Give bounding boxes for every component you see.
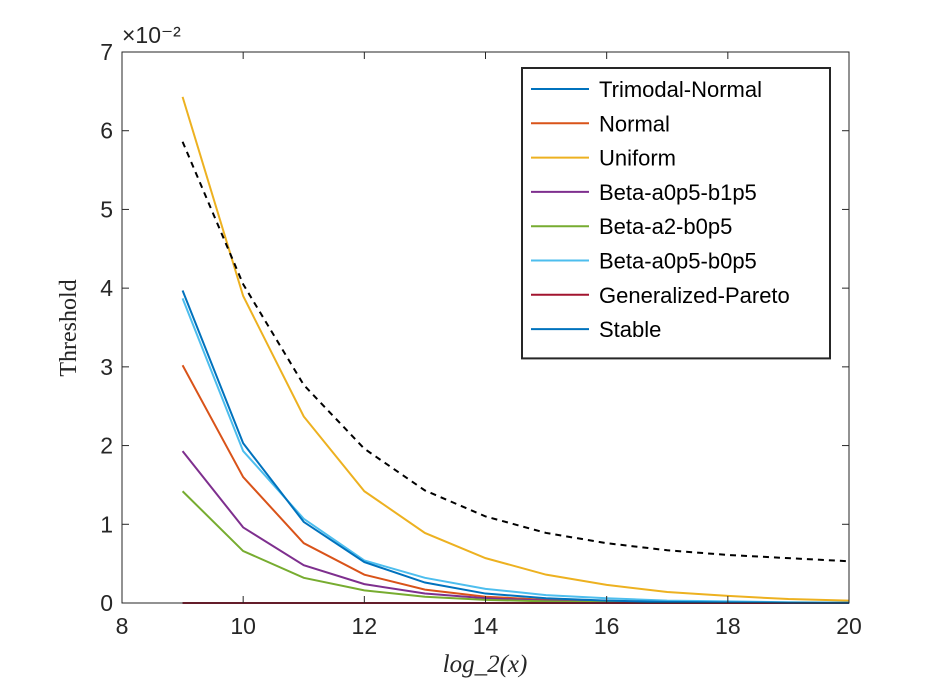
legend: Trimodal-Normal Normal Uniform Beta-a0p5-b1… [521,67,831,360]
series-line-uniform [181,96,850,602]
x-tick-label: 20 [836,613,862,639]
y-axis-label: Threshold [56,279,82,376]
x-axis-label: log_2(x) [443,651,528,678]
series-line-stable [181,290,850,604]
legend-label: Trimodal-Normal [599,77,762,102]
y-tick-label: 0 [100,590,113,616]
y-tick-label: 1 [100,511,113,537]
y-multiplier-label: ×10⁻² [122,22,181,48]
y-tick-label: 2 [100,433,113,459]
legend-label: Beta-a0p5-b0p5 [599,249,757,274]
legend-label: Stable [599,317,661,342]
y-tick-label: 5 [100,196,113,222]
legend-label: Beta-a0p5-b1p5 [599,180,757,205]
y-tick-label: 4 [100,275,113,301]
x-tick-label: 8 [116,613,129,639]
legend-label: Normal [599,111,670,136]
x-tick-label: 12 [352,613,378,639]
legend-label: Generalized-Pareto [599,283,790,308]
x-tick-label: 18 [715,613,741,639]
legend-label: Beta-a2-b0p5 [599,214,732,239]
legend-box [521,67,831,360]
x-tick-label: 16 [594,613,620,639]
series-line-dashed-reference [181,141,850,563]
x-tick-label: 14 [473,613,499,639]
legend-label: Uniform [599,146,676,171]
y-tick-label: 6 [100,118,113,144]
x-tick-label: 10 [230,613,256,639]
y-tick-label: 3 [100,354,113,380]
y-tick-label: 7 [100,39,113,65]
